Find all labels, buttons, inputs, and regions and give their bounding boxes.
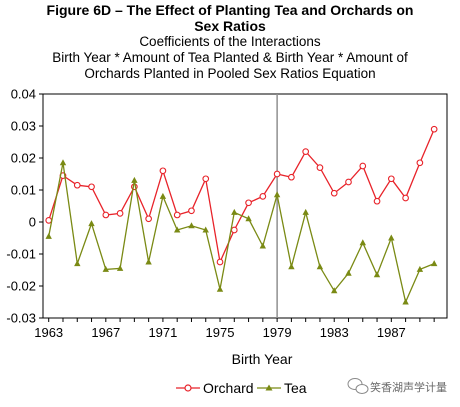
y-tick-label: 0.04 (11, 87, 36, 102)
data-point-tea (188, 222, 195, 229)
data-point-tea (416, 265, 424, 272)
data-point-orchard (173, 211, 181, 219)
data-point-tea (231, 208, 238, 215)
data-point-tea (102, 265, 109, 272)
data-point-tea (388, 234, 395, 241)
chart-subtitle-line-2: Birth Year * Amount of Tea Planted & Bir… (52, 50, 408, 65)
data-point-tea (259, 242, 266, 249)
data-point-tea (116, 264, 124, 271)
data-point-tea (431, 260, 438, 267)
data-point-orchard (259, 193, 267, 200)
x-tick-label: 1975 (206, 325, 235, 340)
x-tick-label: 1979 (263, 325, 292, 340)
data-point-tea (359, 239, 366, 246)
data-point-tea (273, 191, 281, 198)
data-point-tea (74, 260, 81, 267)
plot-area (42, 93, 448, 319)
chart-title-line-1: Figure 6D – The Effect of Planting Tea a… (46, 2, 414, 18)
data-point-orchard (116, 210, 124, 217)
data-point-orchard (159, 167, 167, 175)
series-orchard (45, 125, 438, 266)
watermark-text: 笑香湖声学计量 (370, 380, 447, 394)
x-tick-label: 1983 (320, 325, 349, 340)
series-layer (45, 125, 438, 305)
data-point-tea (131, 176, 138, 183)
data-point-orchard (330, 189, 338, 197)
legend: Orchard Tea (176, 380, 307, 396)
data-point-orchard (416, 159, 424, 167)
data-point-tea (202, 226, 209, 233)
data-point-tea (245, 215, 252, 222)
data-point-tea (331, 287, 338, 294)
data-point-tea (88, 220, 95, 227)
chart-subtitle-line-3: Orchards Planted in Pooled Sex Ratios Eq… (84, 66, 376, 81)
legend-tea-label: Tea (284, 380, 307, 396)
data-point-orchard (430, 125, 438, 133)
data-point-tea (159, 192, 167, 199)
data-point-orchard (216, 258, 224, 266)
data-point-orchard (188, 207, 195, 215)
data-point-orchard (230, 226, 238, 234)
data-point-tea (59, 159, 67, 166)
y-axis: 0.04 0.03 0.02 0.01 0 -0.01 -0.02 -0.03 (6, 87, 43, 326)
x-axis: 1963 1967 1971 1975 1979 1983 1987 (34, 318, 435, 340)
chart-subtitle-line-1: Coefficients of the Interactions (139, 34, 321, 49)
data-point-orchard (316, 164, 324, 171)
data-point-orchard (288, 173, 295, 181)
y-tick-label: 0.03 (11, 119, 36, 134)
x-tick-label: 1967 (91, 325, 120, 340)
data-point-orchard (345, 178, 352, 186)
series-tea (45, 159, 438, 305)
data-point-orchard (88, 183, 95, 191)
legend-tea-marker (265, 384, 273, 391)
data-point-tea (316, 263, 324, 270)
data-point-tea (402, 298, 409, 305)
y-tick-label: -0.03 (6, 311, 36, 326)
data-point-tea (345, 269, 352, 276)
data-point-orchard (302, 148, 310, 155)
data-point-orchard (202, 175, 210, 183)
data-point-orchard (45, 217, 53, 224)
data-point-orchard (102, 211, 110, 219)
watermark: 笑香湖声学计量 (347, 378, 447, 394)
y-tick-label: 0.01 (11, 183, 36, 198)
data-point-tea (145, 258, 152, 265)
data-point-orchard (145, 215, 152, 223)
data-point-orchard (387, 175, 395, 183)
legend-orchard-label: Orchard (203, 380, 254, 396)
x-tick-label: 1971 (148, 325, 177, 340)
chart-title-line-2: Sex Ratios (194, 18, 266, 34)
wechat-icon (347, 378, 369, 394)
y-tick-label: -0.01 (6, 247, 36, 262)
data-point-orchard (273, 170, 281, 178)
x-axis-label: Birth Year (232, 351, 293, 367)
y-tick-label: 0 (29, 215, 36, 230)
legend-orchard-marker (184, 384, 192, 392)
data-point-orchard (373, 197, 381, 205)
data-point-tea (373, 271, 381, 278)
y-tick-label: 0.02 (11, 151, 36, 166)
chart-titles: Figure 6D – The Effect of Planting Tea a… (0, 2, 460, 82)
data-point-tea (45, 232, 52, 239)
data-point-tea (216, 285, 224, 292)
data-point-tea (174, 226, 181, 233)
x-tick-label: 1963 (34, 325, 63, 340)
y-tick-label: -0.02 (6, 279, 36, 294)
data-point-tea (288, 263, 295, 270)
data-point-orchard (402, 194, 409, 202)
data-point-orchard (73, 181, 81, 189)
data-point-orchard (359, 162, 367, 170)
series-line-orchard (48, 128, 435, 265)
data-point-tea (302, 208, 309, 215)
series-line-tea (48, 162, 435, 305)
data-point-orchard (245, 199, 252, 207)
x-tick-label: 1987 (377, 325, 406, 340)
